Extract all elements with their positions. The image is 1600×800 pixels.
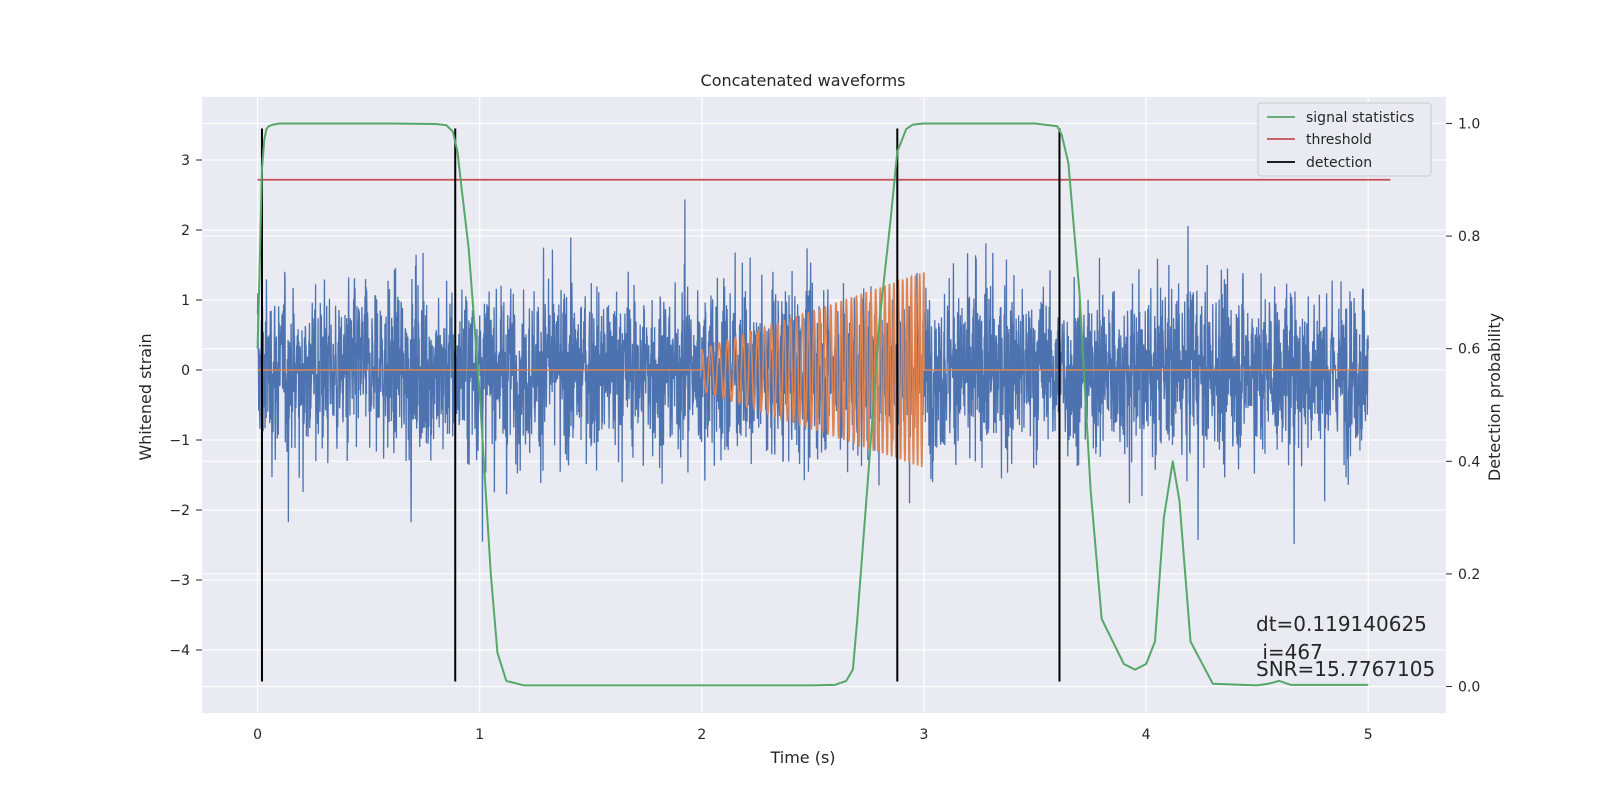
y-tick-label: 3 [181, 153, 190, 169]
y2-tick-label: 0.0 [1458, 680, 1480, 696]
y2-tick-label: 0.8 [1458, 229, 1480, 245]
legend-label-detection: detection [1306, 155, 1372, 171]
y2-tick-label: 0.4 [1458, 454, 1480, 470]
y2-tick-label: 1.0 [1458, 116, 1480, 132]
y-tick-label: −1 [169, 433, 190, 449]
chart-title: Concatenated waveforms [701, 71, 906, 90]
x-tick-label: 4 [1142, 727, 1151, 743]
x-axis: 0 1 2 3 4 5 [253, 727, 1373, 743]
y-axis-label: Whitened strain [136, 333, 155, 460]
y2-axis-label: Detection probability [1485, 313, 1504, 481]
legend-box [1257, 102, 1432, 177]
signal-statistics-series [256, 122, 1369, 687]
y-tick-label: −2 [169, 503, 190, 519]
x-tick-label: 3 [920, 727, 929, 743]
injection-line [257, 272, 1369, 468]
annotation-snr: SNR=15.7767105 [1256, 657, 1435, 681]
y-tick-label: −3 [169, 573, 190, 589]
legend-label-threshold: threshold [1306, 132, 1372, 148]
x-tick-label: 5 [1364, 727, 1373, 743]
y-tick-label: 0 [181, 363, 190, 379]
y-tick-label: 1 [181, 293, 190, 309]
annotation-index: i=467 [1256, 640, 1323, 664]
injection-series [257, 272, 1369, 468]
legend-label-signal-statistics: signal statistics [1306, 110, 1414, 126]
y-axis-right: 0.0 0.2 0.4 0.6 0.8 1.0 [1446, 116, 1480, 696]
legend: signal statistics threshold detection [1257, 102, 1432, 177]
y-tick-label: 2 [181, 223, 190, 239]
x-tick-label: 0 [253, 727, 262, 743]
x-tick-label: 2 [697, 727, 706, 743]
detection-series [260, 128, 1061, 682]
y2-tick-label: 0.6 [1458, 342, 1480, 358]
annotation-dt: dt=0.119140625 [1256, 612, 1427, 636]
y-tick-label: −4 [169, 643, 190, 659]
x-tick-label: 1 [475, 727, 484, 743]
x-axis-label: Time (s) [769, 748, 835, 767]
y2-tick-label: 0.2 [1458, 567, 1480, 583]
y-axis-left: −4 −3 −2 −1 0 1 2 3 [169, 153, 202, 659]
signal-statistics-line [256, 122, 1369, 687]
